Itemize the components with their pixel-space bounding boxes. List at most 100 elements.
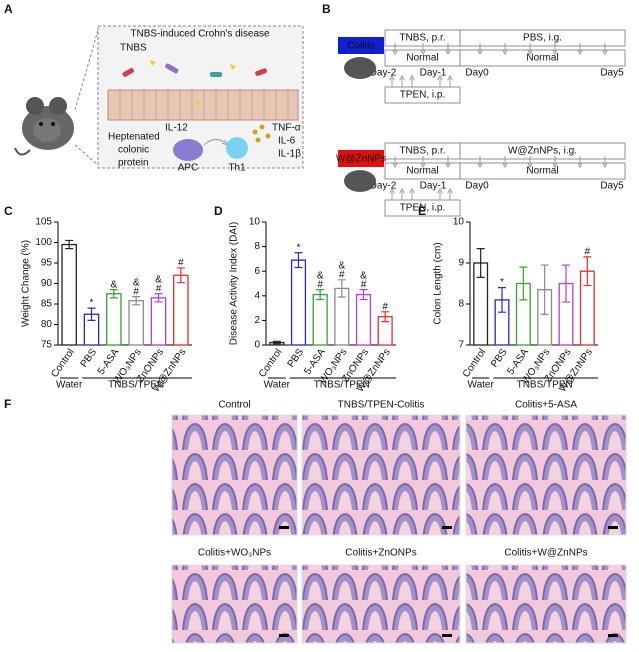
significance: # bbox=[382, 301, 388, 312]
y-axis-label: Weight Change (%) bbox=[21, 240, 32, 327]
significance: # bbox=[317, 279, 323, 290]
panel-title: TNBS-induced Crohn's disease bbox=[130, 29, 270, 40]
label: Th1 bbox=[228, 163, 246, 174]
label: TNBS bbox=[120, 43, 147, 54]
scale-bar bbox=[608, 526, 618, 529]
significance: # bbox=[339, 269, 345, 280]
day-label: Day0 bbox=[465, 68, 489, 79]
label: IL-6 bbox=[278, 136, 296, 147]
group-label: Water bbox=[56, 380, 83, 391]
label: TNF-α bbox=[272, 123, 301, 134]
y-tick-label: 8 bbox=[254, 241, 260, 252]
micrograph bbox=[171, 414, 298, 536]
error-bar bbox=[176, 267, 185, 284]
bar bbox=[173, 274, 189, 346]
bar bbox=[61, 243, 77, 346]
error-bar bbox=[476, 248, 485, 278]
image-title: Colitis+W@ZnNPs bbox=[504, 548, 587, 559]
bar bbox=[150, 297, 167, 346]
label: protein bbox=[118, 158, 149, 169]
error-bar bbox=[109, 289, 118, 299]
error-bar bbox=[540, 264, 549, 315]
error-bar bbox=[65, 239, 74, 250]
label: Normal bbox=[406, 166, 438, 177]
x-tick-label: PBS bbox=[79, 347, 100, 370]
significance: # bbox=[585, 246, 591, 257]
day-label: Day-1 bbox=[420, 181, 447, 192]
scale-bar bbox=[279, 634, 289, 637]
label: APC bbox=[178, 163, 199, 174]
significance: # bbox=[133, 286, 139, 297]
group-label: Water bbox=[264, 380, 291, 391]
label: TPEN, i.p. bbox=[400, 90, 446, 101]
image-title: Colitis+5-ASA bbox=[515, 400, 577, 411]
image-title: Colitis+WO₃NPs bbox=[198, 548, 271, 559]
label: PBS, i.g. bbox=[523, 33, 562, 44]
error-bar bbox=[132, 296, 141, 306]
group-tag bbox=[338, 37, 384, 54]
significance: # bbox=[156, 283, 162, 294]
y-tick-label: 7 bbox=[458, 340, 464, 351]
bar bbox=[312, 293, 328, 346]
y-axis-label: Colon Length (cm) bbox=[433, 242, 444, 324]
day-label: Day5 bbox=[600, 68, 624, 79]
error-bar bbox=[498, 287, 506, 313]
scale-bar bbox=[442, 634, 452, 637]
label: IL-12 bbox=[165, 123, 188, 134]
micrograph bbox=[301, 564, 461, 644]
label: TNBS, p.r. bbox=[399, 33, 445, 44]
x-tick-label: PBS bbox=[489, 347, 510, 370]
label: IL-1β bbox=[278, 149, 301, 160]
error-bar bbox=[562, 264, 570, 303]
significance: # bbox=[361, 279, 367, 290]
significance: & bbox=[360, 270, 367, 281]
significance: & bbox=[338, 260, 345, 271]
day-label: Day0 bbox=[465, 181, 489, 192]
significance: & bbox=[317, 270, 324, 281]
y-tick-label: 80 bbox=[41, 319, 53, 330]
micrograph bbox=[171, 564, 298, 644]
error-bar bbox=[316, 289, 325, 301]
significance: & bbox=[133, 277, 140, 288]
x-tick-label: Control bbox=[257, 347, 285, 380]
y-tick-label: 95 bbox=[41, 258, 53, 269]
timeline-box bbox=[384, 199, 461, 217]
group-tag-label: W@ZnNPs bbox=[336, 154, 386, 165]
significance: * bbox=[500, 277, 504, 288]
error-bar bbox=[381, 311, 390, 323]
label: Normal bbox=[526, 166, 558, 177]
error-bar bbox=[154, 293, 163, 303]
y-tick-label: 10 bbox=[453, 217, 465, 228]
x-tick-label: Control bbox=[49, 347, 77, 380]
error-bar bbox=[359, 289, 368, 301]
group-label: TNBS/TPEN bbox=[108, 380, 164, 391]
timeline-box bbox=[459, 162, 626, 180]
y-tick-label: 4 bbox=[254, 290, 260, 301]
y-tick-label: 0 bbox=[254, 340, 260, 351]
x-tick-label: PBS bbox=[286, 347, 307, 370]
mouse bbox=[344, 57, 376, 79]
y-tick-label: 8 bbox=[458, 299, 464, 310]
significance: * bbox=[90, 298, 94, 309]
timeline-box bbox=[459, 142, 626, 160]
timeline-box bbox=[384, 86, 461, 104]
y-tick-label: 2 bbox=[254, 315, 260, 326]
panel-letter: B bbox=[322, 2, 331, 16]
significance: & bbox=[155, 274, 162, 285]
timeline-box bbox=[459, 29, 626, 47]
scale-bar bbox=[442, 526, 452, 529]
label: W@ZnNPs, i.g. bbox=[508, 146, 577, 157]
scale-bar bbox=[608, 634, 618, 637]
th1-cell bbox=[226, 137, 248, 159]
panel-letter: D bbox=[214, 204, 223, 218]
y-tick-label: 75 bbox=[41, 340, 53, 351]
timelines: TNBS, p.r. PBS, i.g. Normal Normal Day-2 Day-… bbox=[336, 29, 626, 217]
y-tick-label: 6 bbox=[254, 266, 260, 277]
image-title: TNBS/TPEN-Colitis bbox=[338, 400, 425, 411]
error-bar bbox=[272, 340, 281, 345]
group-label: TNBS/TPEN bbox=[517, 380, 573, 391]
y-tick-label: 9 bbox=[458, 258, 464, 269]
mouse bbox=[14, 97, 74, 156]
bar bbox=[106, 293, 122, 346]
